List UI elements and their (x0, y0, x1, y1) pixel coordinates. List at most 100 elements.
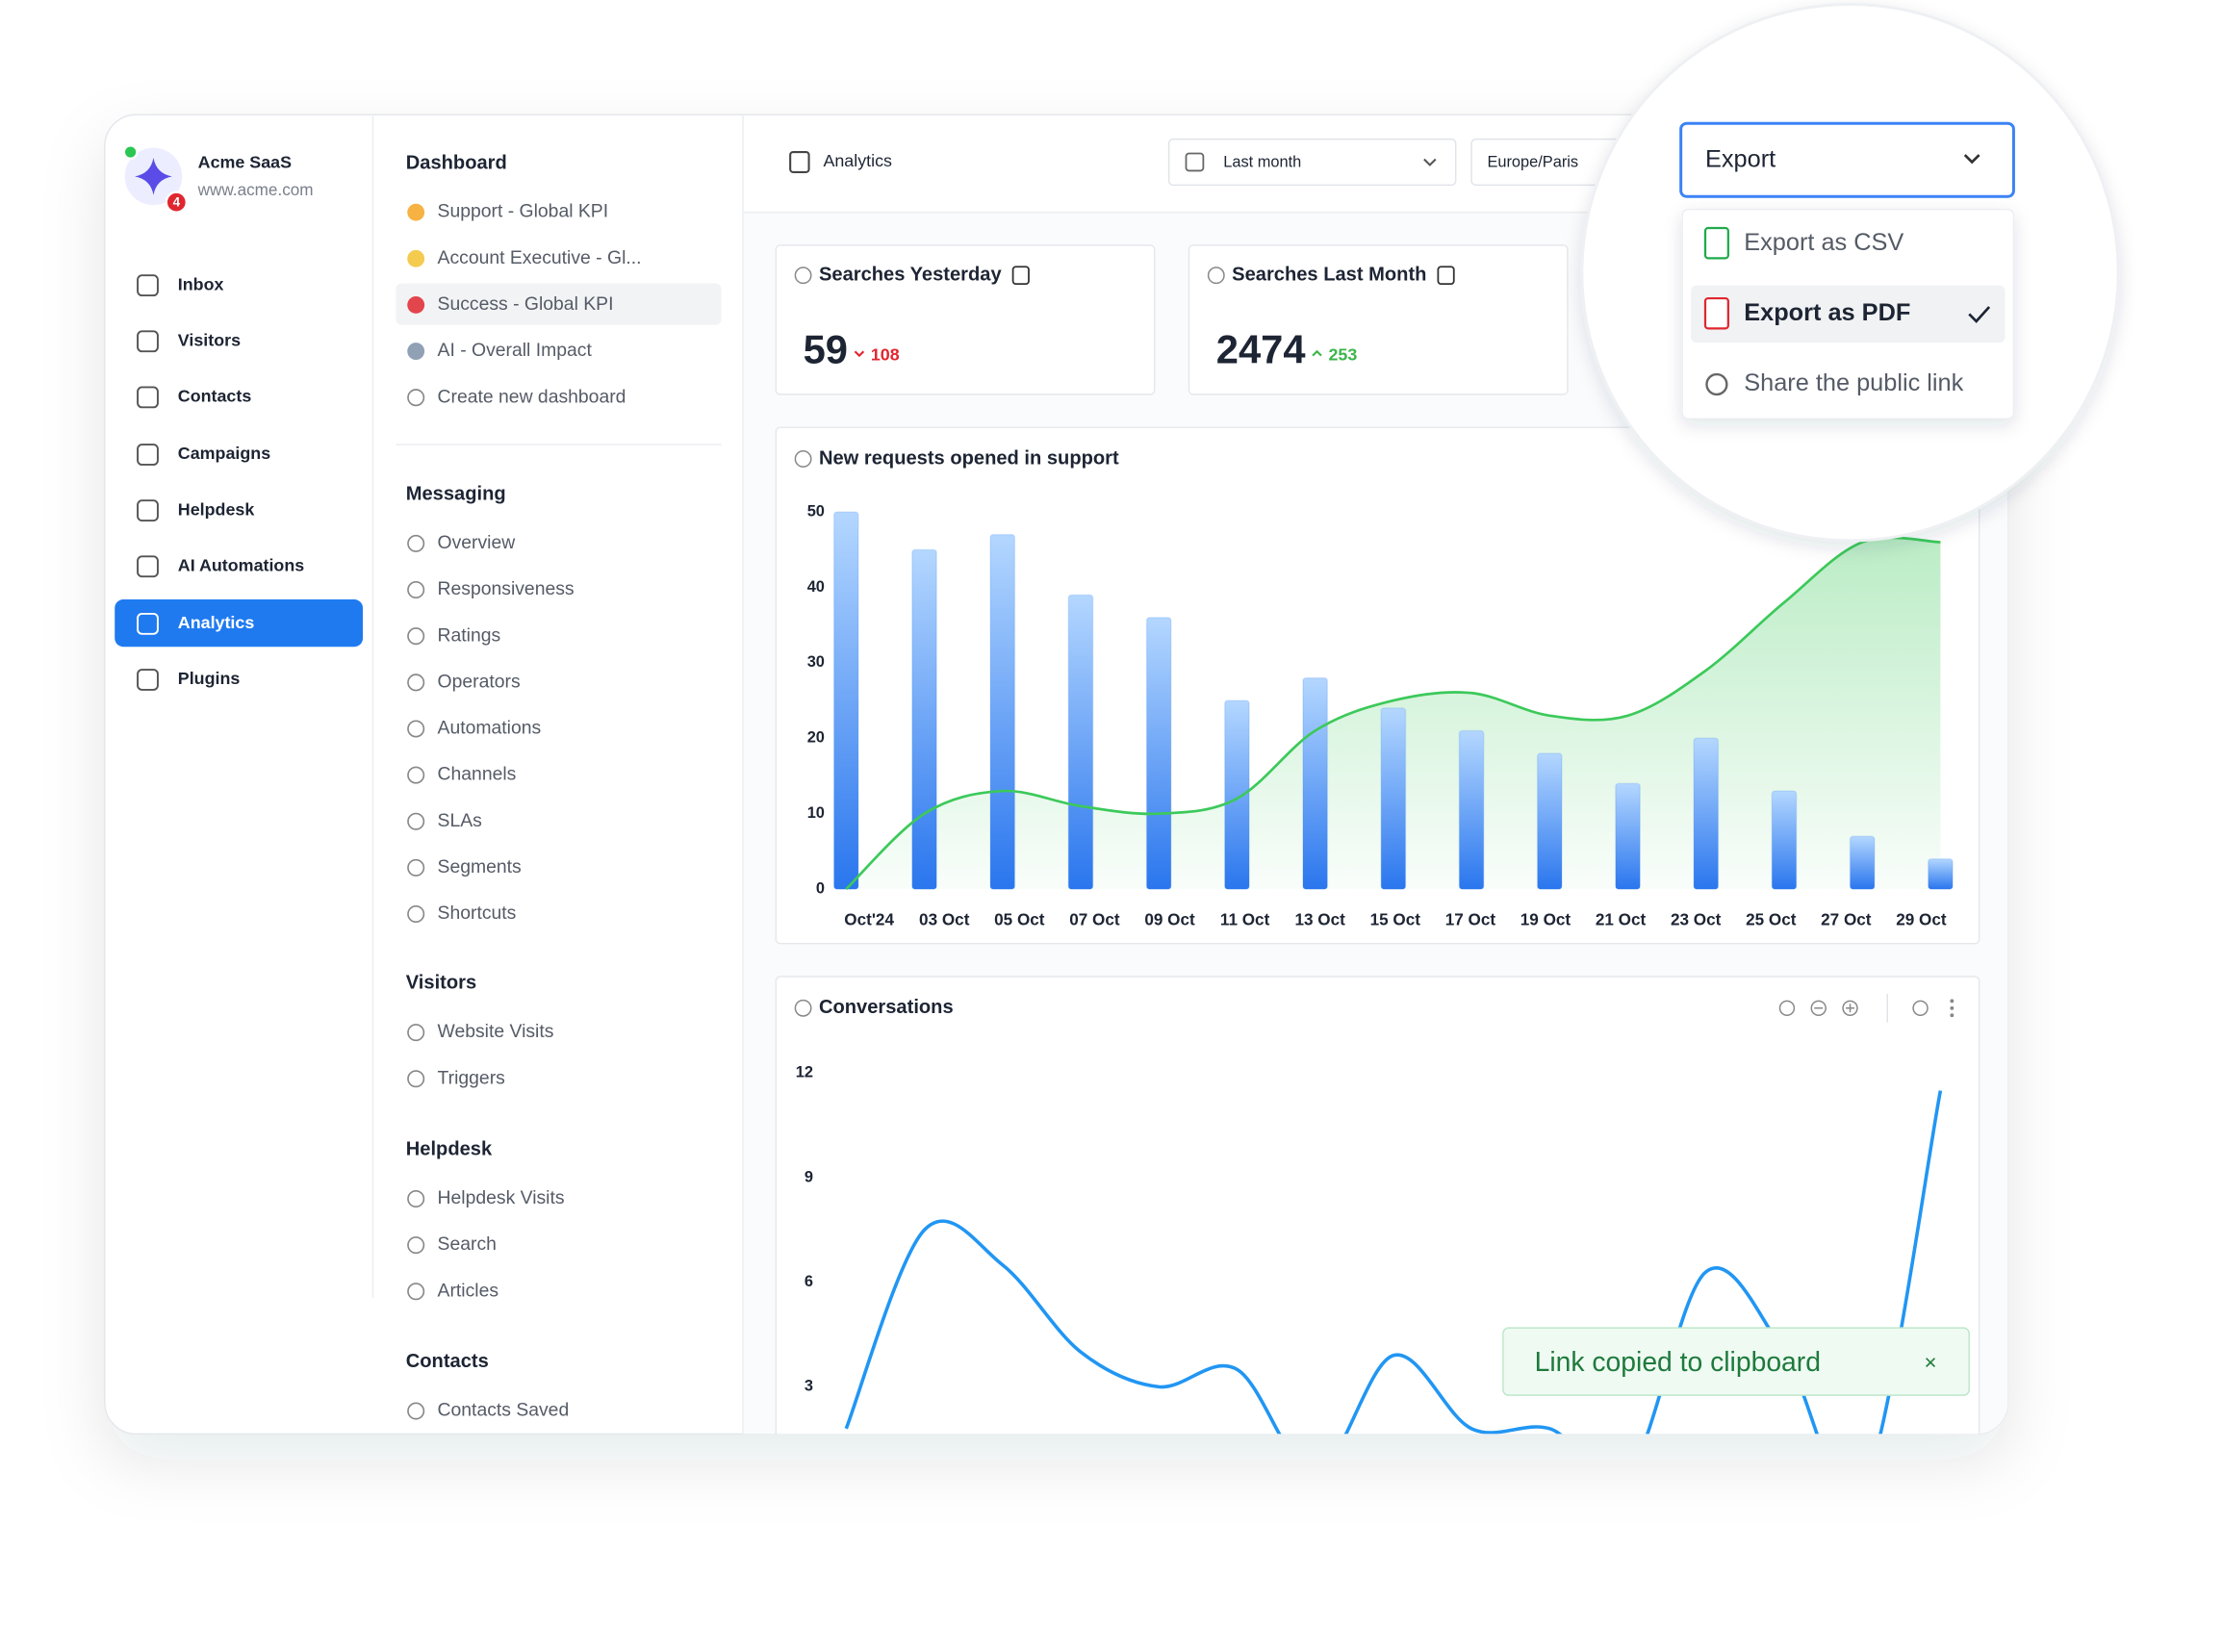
x-tick-label: 23 Oct (1671, 909, 1722, 928)
tool-more (1950, 1005, 1955, 1010)
badge (165, 191, 188, 214)
nav-item[interactable]: Success - Global KPI (438, 293, 614, 315)
y-tick-label: 50 (807, 502, 825, 520)
nav-item[interactable]: Triggers (438, 1067, 505, 1088)
export-option[interactable]: Share the public link (1744, 369, 1963, 396)
file-icon (1703, 226, 1729, 260)
section-title: Contacts (406, 1351, 489, 1372)
export-option[interactable]: Export as PDF (1744, 299, 1910, 326)
period: Last month (1223, 154, 1301, 171)
tool-zoom-out[interactable] (1810, 1000, 1827, 1016)
line (845, 536, 1941, 891)
export-label: Export (1705, 146, 1776, 173)
x-tick-label: 27 Oct (1821, 909, 1872, 928)
nav-item[interactable]: Contacts (178, 387, 252, 406)
nav-icon (137, 386, 159, 409)
toast (1502, 1327, 1970, 1396)
nav-item[interactable]: Contacts Saved (438, 1400, 570, 1421)
kpi-change: 253 (1328, 344, 1357, 364)
link-icon (1705, 372, 1728, 396)
item-icon (407, 858, 425, 877)
chevron (1423, 158, 1437, 166)
magnifier-content: Export Export as CSV Export as PDF Share t… (1679, 121, 2015, 419)
export-options: Export as CSV Export as PDF Share the publ… (1691, 226, 2006, 396)
avatar-star (135, 158, 172, 195)
bar (1771, 790, 1798, 890)
tool-settings[interactable] (1912, 1000, 1929, 1016)
nav-item[interactable]: Visitors (178, 330, 241, 349)
x-tick-label: 07 Oct (1069, 909, 1120, 928)
nav-item[interactable]: Overview (438, 532, 517, 553)
x-tick-label: 05 Oct (994, 909, 1045, 928)
nav-item[interactable]: Segments (438, 856, 522, 877)
item-icon (407, 674, 425, 692)
item-icon (407, 203, 425, 221)
nav-item[interactable]: Channels (438, 764, 517, 785)
x-tick-label: 09 Oct (1144, 909, 1195, 928)
tool-zoom-in[interactable] (1842, 1000, 1858, 1016)
nav-item[interactable]: Shortcuts (438, 902, 517, 924)
tool-more (1950, 1013, 1955, 1018)
nav-item[interactable]: Create new dashboard (438, 386, 626, 407)
header-title: Analytics (823, 151, 892, 170)
nav-item[interactable]: Responsiveness (438, 578, 575, 599)
nav-item[interactable]: Website Visits (438, 1021, 554, 1042)
status-dot (122, 144, 139, 160)
nav-item[interactable]: Operators (438, 671, 521, 692)
nav-item[interactable]: AI Automations (178, 555, 304, 574)
x-tick-label: 11 Oct (1220, 909, 1270, 928)
y-tick-label: 12 (796, 1064, 813, 1081)
help-icon (1207, 267, 1225, 285)
chart-title: New requests opened in support (819, 447, 1119, 469)
nav-item[interactable]: Campaigns (178, 444, 270, 463)
nav-item[interactable]: SLAs (438, 810, 482, 831)
bar (1067, 594, 1094, 890)
bar (1927, 857, 1954, 890)
nav-item[interactable]: Plugins (178, 669, 241, 688)
y-tick-label: 30 (807, 653, 825, 671)
nav-item[interactable]: Automations (438, 718, 542, 739)
bar (1380, 707, 1407, 890)
y-tick-label: 3 (805, 1378, 813, 1395)
item-icon (407, 534, 425, 552)
nav-item[interactable]: Articles (438, 1280, 498, 1301)
sub-nav: Dashboard Support - Global KPI Account Exe… (396, 152, 722, 1421)
nav-item[interactable]: Inbox (178, 274, 224, 293)
kpis: Searches Yesterday 59 108 Searches Last Mon… (775, 244, 1569, 395)
help-icon (794, 450, 812, 468)
nav-item[interactable]: Support - Global KPI (438, 201, 609, 222)
nav-item[interactable]: Analytics (178, 613, 255, 632)
change-arrow (1312, 349, 1322, 357)
item-icon (407, 581, 425, 599)
check (1968, 306, 1991, 323)
period-select[interactable] (1167, 138, 1457, 187)
x-tick-label: 15 Oct (1370, 909, 1421, 928)
bar (1615, 782, 1641, 890)
nav-item[interactable]: Search (438, 1233, 497, 1255)
y-tick-label: 10 (807, 804, 825, 822)
bar (1223, 699, 1250, 890)
nav-item[interactable]: Helpdesk Visits (438, 1187, 565, 1208)
x-tick-label: Oct'24 (844, 909, 894, 928)
nav-item[interactable]: Account Executive - Gl... (438, 247, 642, 268)
option-active (1691, 285, 2006, 343)
item-icon (407, 249, 425, 267)
toast-close[interactable]: × (1924, 1350, 1936, 1374)
nav-item[interactable]: AI - Overall Impact (438, 340, 593, 361)
help-icon (794, 999, 812, 1017)
tool-more[interactable] (1950, 999, 1955, 1004)
y-tick-label: 20 (807, 729, 825, 747)
kpi-value: 59 (804, 327, 848, 372)
section-title: Messaging (406, 484, 506, 505)
export-button[interactable] (1679, 121, 2015, 198)
tool-reset[interactable] (1778, 1000, 1796, 1016)
export-option[interactable]: Export as CSV (1744, 229, 1904, 256)
bar (832, 511, 859, 890)
nav-item[interactable]: Helpdesk (178, 499, 255, 519)
nav-item[interactable]: Ratings (438, 624, 501, 646)
workspace-name: Acme SaaS (198, 153, 292, 172)
item-icon (407, 766, 425, 784)
main-nav: Inbox Visitors Contacts Campaigns Helpdesk AI… (115, 274, 364, 691)
x-tick-label: 21 Oct (1596, 909, 1647, 928)
